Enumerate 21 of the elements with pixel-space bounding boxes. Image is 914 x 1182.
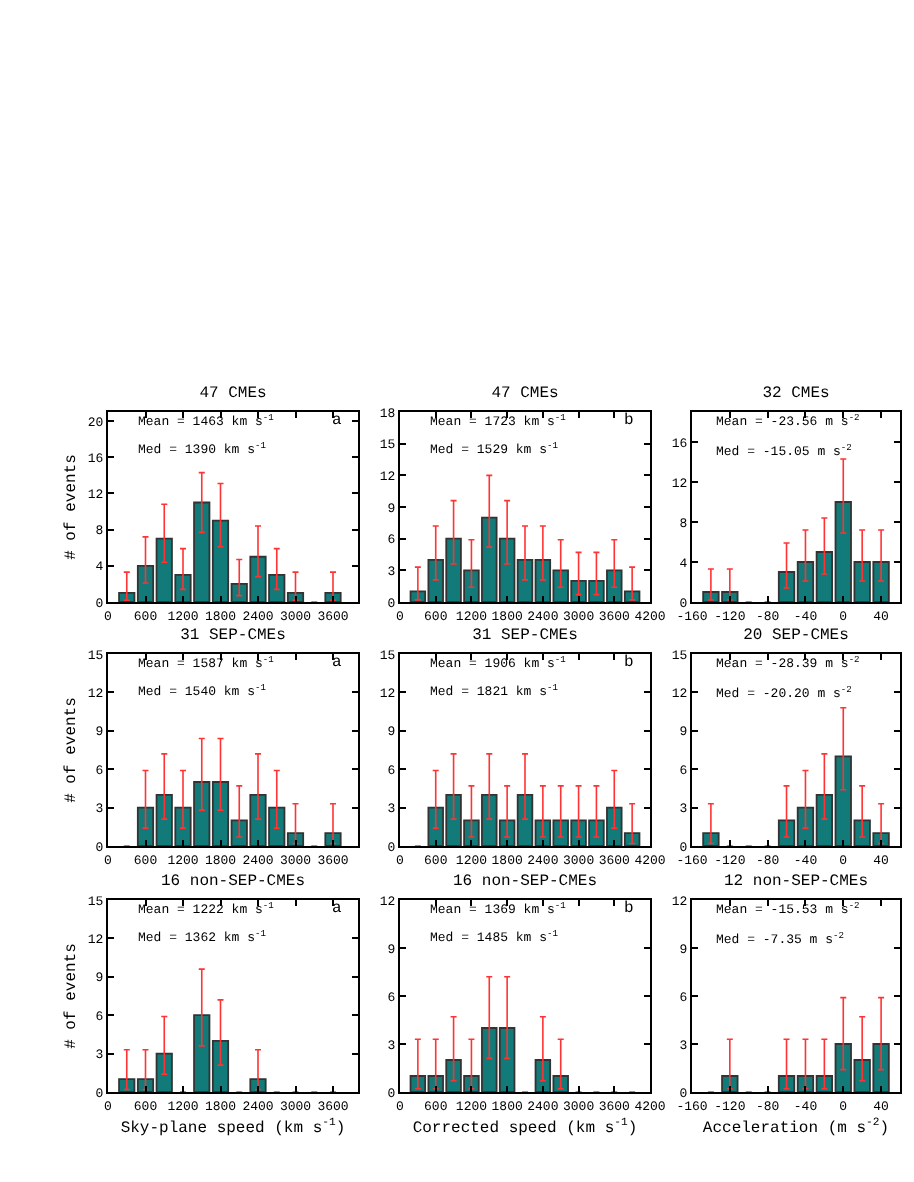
chart-title: 16 non-SEP-CMEs — [452, 873, 598, 892]
annotation: a — [332, 412, 342, 430]
chart-title: 47 CMEs — [199, 385, 267, 404]
annotation: a — [332, 900, 342, 918]
chart-title: 12 non-SEP-CMEs — [723, 873, 869, 892]
x-axis-title: Acceleration (m s$^{-2}$) — [702, 1115, 890, 1138]
x-axis-title: Corrected speed (km s$^{-1}$) — [412, 1115, 638, 1138]
annotation: b — [624, 412, 634, 430]
chart-title: 16 non-SEP-CMEs — [160, 873, 306, 892]
annotation: b — [624, 654, 634, 672]
annotation: b — [624, 900, 634, 918]
y-axis-title: # of events — [63, 453, 82, 560]
chart-title: 32 CMEs — [762, 385, 830, 404]
annotation: a — [332, 654, 342, 672]
y-axis-title: # of events — [63, 696, 82, 803]
chart-title: 31 SEP-CMEs — [180, 627, 287, 646]
chart-title: 31 SEP-CMEs — [472, 627, 579, 646]
y-axis-title: # of events — [63, 942, 82, 1049]
chart-title: 47 CMEs — [491, 385, 559, 404]
x-axis-title: Sky-plane speed (km s$^{-1}$) — [120, 1115, 346, 1138]
chart-title: 20 SEP-CMEs — [743, 627, 850, 646]
